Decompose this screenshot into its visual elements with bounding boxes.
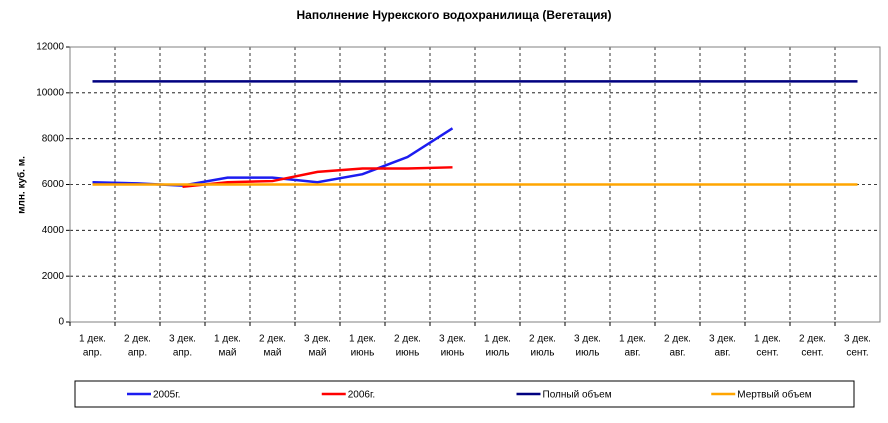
x-tick-label: 3 дек. xyxy=(304,334,331,345)
x-tick-label: 2 дек. xyxy=(799,334,826,345)
x-tick-label: май xyxy=(308,348,326,359)
y-tick-label: 4000 xyxy=(42,225,65,236)
x-tick-label: июль xyxy=(531,348,555,359)
x-tick-label: 1 дек. xyxy=(619,334,646,345)
x-tick-label: 1 дек. xyxy=(214,334,241,345)
x-tick-label: июнь xyxy=(351,348,375,359)
x-tick-label: июнь xyxy=(441,348,465,359)
y-tick-label: 2000 xyxy=(42,271,65,282)
x-tick-label: сент. xyxy=(756,348,778,359)
legend-label: 2006г. xyxy=(348,390,375,401)
chart-title: Наполнение Нурекского водохранилища (Вег… xyxy=(297,8,612,22)
y-tick-label: 10000 xyxy=(36,87,64,98)
y-tick-label: 12000 xyxy=(36,42,64,53)
x-tick-label: апр. xyxy=(173,348,192,359)
x-tick-label: июль xyxy=(486,348,510,359)
legend-label: Полный объем xyxy=(543,389,612,401)
x-tick-label: сент. xyxy=(846,348,868,359)
x-tick-label: авг. xyxy=(714,348,730,359)
x-tick-label: 2 дек. xyxy=(394,334,421,345)
x-tick-label: апр. xyxy=(83,348,102,359)
x-tick-label: май xyxy=(218,348,236,359)
y-tick-label: 8000 xyxy=(42,133,65,144)
legend-label: 2005г. xyxy=(153,390,180,401)
x-tick-label: 1 дек. xyxy=(484,334,511,345)
x-tick-label: июнь xyxy=(396,348,420,359)
x-tick-label: июль xyxy=(576,348,600,359)
x-tick-label: 2 дек. xyxy=(124,334,151,345)
x-tick-label: 2 дек. xyxy=(529,334,556,345)
x-tick-label: 2 дек. xyxy=(259,334,286,345)
x-tick-label: 3 дек. xyxy=(574,334,601,345)
x-tick-label: 2 дек. xyxy=(664,334,691,345)
y-axis-label: млн. куб. м. xyxy=(16,156,28,214)
series-line xyxy=(92,127,454,187)
x-tick-label: май xyxy=(263,348,281,359)
x-tick-label: 3 дек. xyxy=(709,334,736,345)
x-tick-label: 1 дек. xyxy=(79,334,106,345)
x-tick-label: 1 дек. xyxy=(754,334,781,345)
x-tick-label: апр. xyxy=(128,348,147,359)
y-tick-label: 6000 xyxy=(42,179,65,190)
x-tick-label: 3 дек. xyxy=(844,334,871,345)
x-tick-label: авг. xyxy=(624,348,640,359)
series-line xyxy=(182,166,453,189)
y-tick-label: 0 xyxy=(58,317,64,328)
x-tick-label: 1 дек. xyxy=(349,334,376,345)
legend-label: Мертвый объем xyxy=(737,389,812,401)
x-tick-label: 3 дек. xyxy=(439,334,466,345)
x-tick-label: авг. xyxy=(669,348,685,359)
x-tick-label: 3 дек. xyxy=(169,334,196,345)
x-tick-label: сент. xyxy=(801,348,823,359)
